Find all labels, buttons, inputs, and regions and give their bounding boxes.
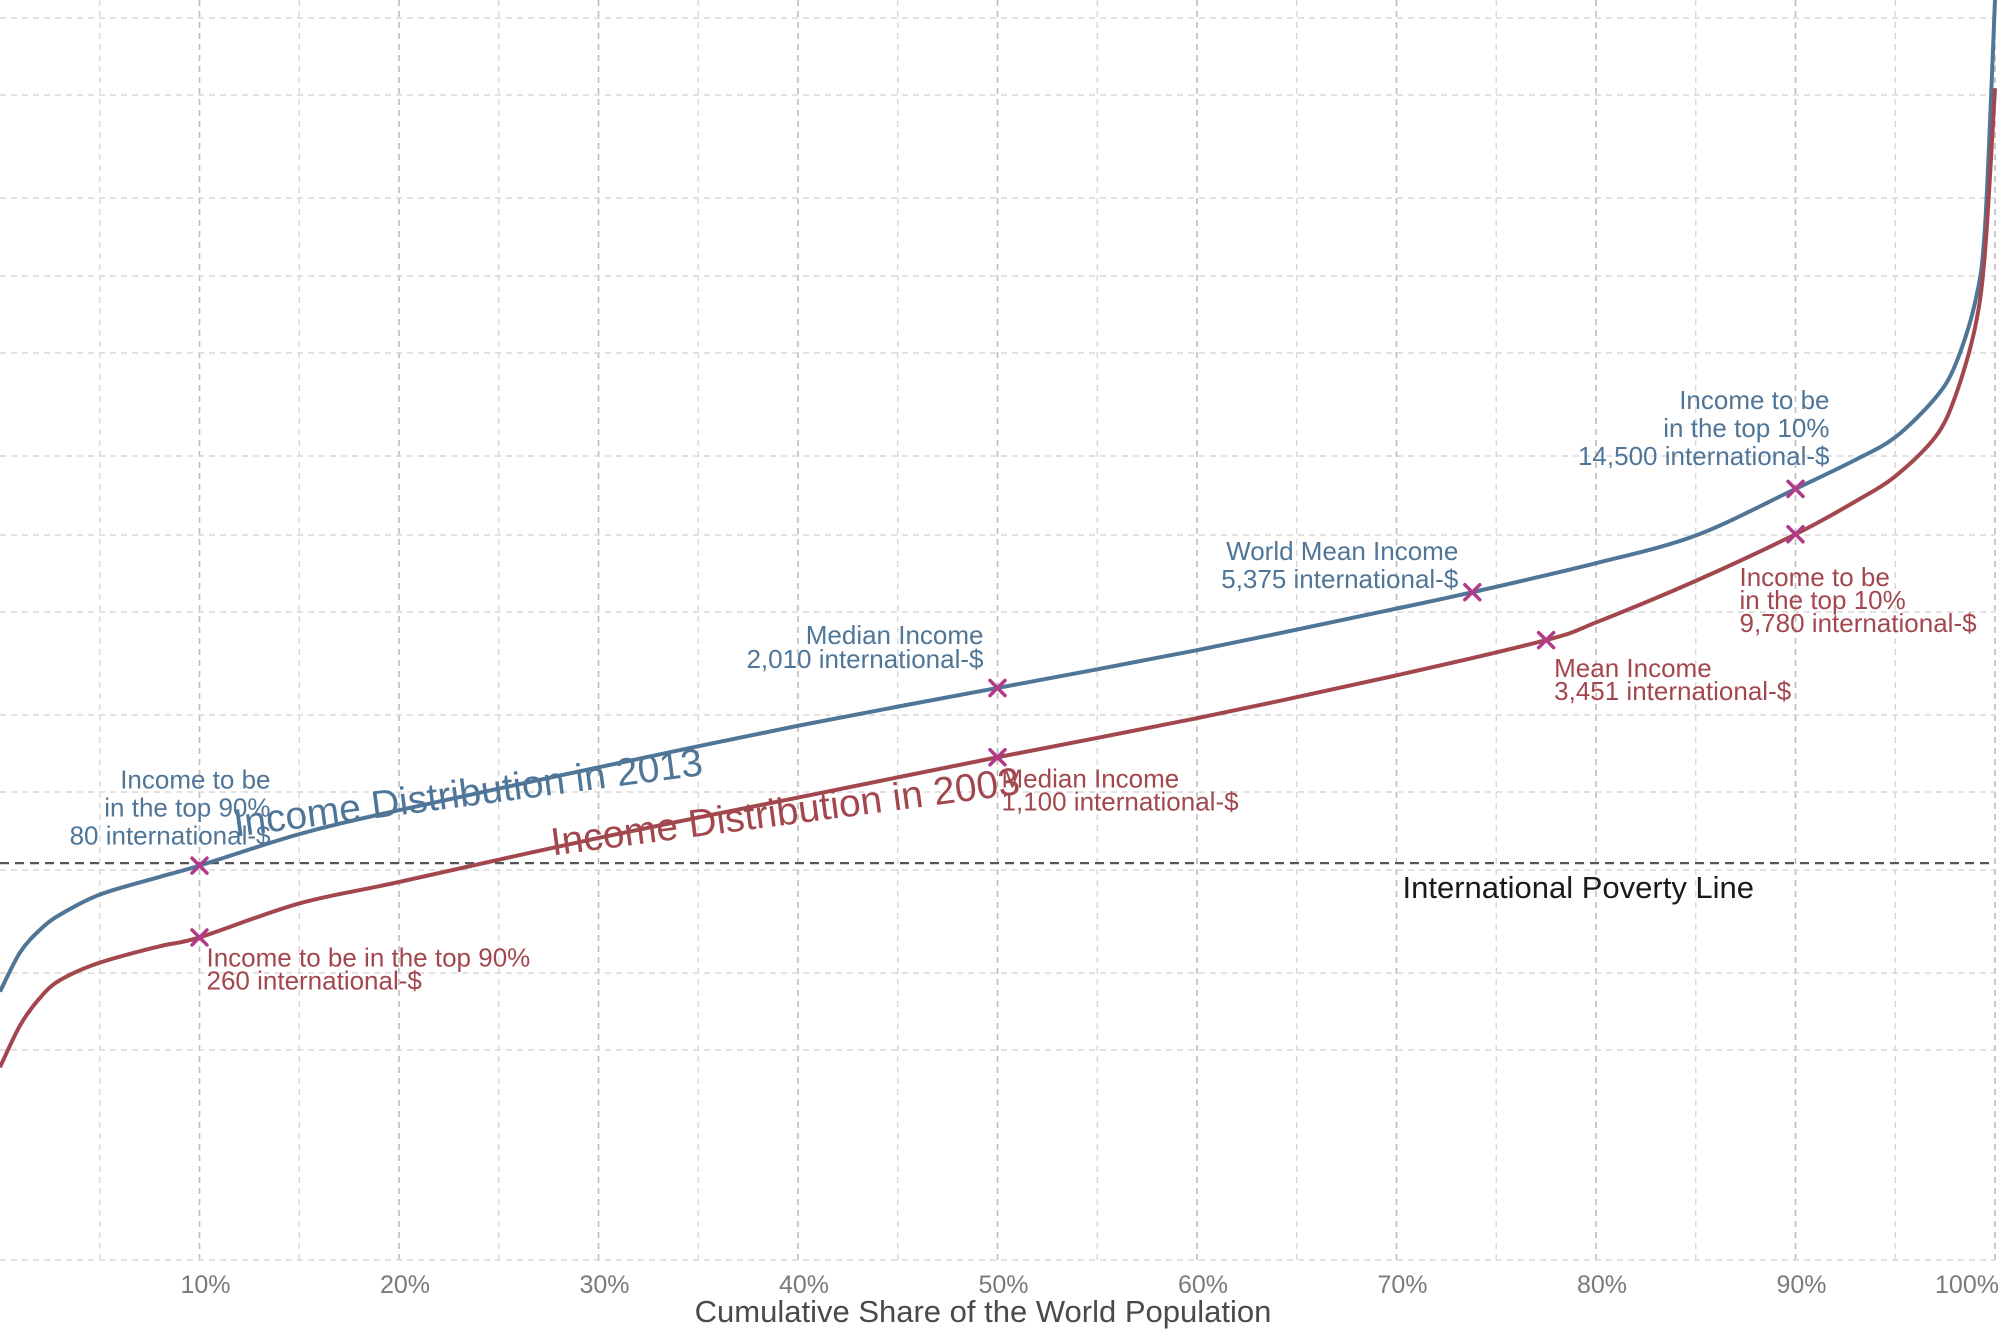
annotation-line: 1,100 international-$ (1002, 786, 1240, 816)
marker-stroke (190, 856, 209, 875)
annotation-line: Income to be in the top 90% (207, 942, 531, 972)
x-tick-label: 20% (380, 1271, 430, 1299)
annotation-line: Income to be (1679, 385, 1829, 415)
x-tick-label: 50% (978, 1271, 1028, 1299)
marker-stroke (1536, 630, 1556, 650)
x-tick-label: 10% (180, 1271, 230, 1299)
annotation-line: 3,451 international-$ (1554, 676, 1792, 706)
annotations: Income to be in the top 90% 80 internation… (70, 385, 1978, 996)
x-tick-label: 60% (1178, 1271, 1228, 1299)
x-tick-label: 40% (779, 1271, 829, 1299)
data-point-marker-2013 (988, 678, 1007, 698)
x-tick-label: 90% (1776, 1271, 1826, 1299)
x-tick-label: 30% (579, 1271, 629, 1299)
data-point-marker-2013 (1786, 479, 1805, 499)
annotation-2003: Mean Income 3,451 international-$ (1554, 653, 1792, 706)
poverty-line-label: International Poverty Line (1402, 870, 1754, 905)
curve-2013 (0, 0, 1997, 993)
annotation-2003: Income to be in the top 90% 260 internati… (207, 942, 531, 995)
annotation-line: Income to be (120, 765, 270, 795)
data-point-marker-2003 (1786, 524, 1805, 544)
marker-stroke (988, 678, 1007, 698)
annotation-line: 260 international-$ (207, 965, 423, 995)
data-point-marker-2013 (190, 856, 209, 875)
marker-stroke (1786, 524, 1805, 544)
annotation-2013: Income to be in the top 10% 14,500 interna… (1578, 385, 1830, 471)
marker-stroke (1463, 582, 1482, 602)
data-point-marker-2013 (1463, 582, 1482, 602)
annotation-line: Median Income (806, 620, 984, 650)
annotation-line: 2,010 international-$ (746, 644, 984, 674)
annotation-line: 5,375 international-$ (1221, 564, 1459, 594)
annotation-2013: Median Income 2,010 international-$ (746, 620, 984, 674)
annotation-line: 80 international-$ (70, 821, 271, 851)
grid (0, 0, 1996, 1261)
annotation-line: Median Income (1002, 763, 1180, 793)
x-axis-ticks: 10% 20% 30% 40% 50% 60% 70% 80% 90% 100% (180, 1271, 1999, 1299)
x-tick-label: 70% (1377, 1271, 1427, 1299)
x-tick-label: 100% (1935, 1271, 1999, 1299)
annotation-line: 14,500 international-$ (1578, 441, 1830, 471)
marker-stroke (190, 928, 209, 947)
markers (190, 479, 1805, 947)
data-point-marker-2003 (190, 928, 209, 947)
annotation-line: in the top 90% (104, 793, 270, 823)
data-point-marker-2003 (988, 748, 1007, 767)
annotation-2013: World Mean Income 5,375 international-$ (1221, 536, 1459, 594)
annotation-line: Mean Income (1554, 653, 1712, 683)
annotation-line: 9,780 international-$ (1740, 608, 1978, 638)
annotation-2013: Income to be in the top 90% 80 internation… (70, 765, 271, 851)
x-tick-label: 80% (1577, 1271, 1627, 1299)
x-axis-title: Cumulative Share of the World Population (695, 1294, 1272, 1329)
marker-stroke (1786, 479, 1805, 499)
annotation-line: in the top 10% (1663, 413, 1829, 443)
annotation-line: Income to be (1740, 562, 1890, 592)
annotation-2003: Median Income 1,100 international-$ (1002, 763, 1240, 816)
annotation-line: World Mean Income (1226, 536, 1458, 566)
annotation-line: in the top 10% (1740, 585, 1906, 615)
annotation-2003: Income to be in the top 10% 9,780 internat… (1740, 562, 1978, 638)
marker-stroke (988, 748, 1007, 767)
data-point-marker-2003 (1536, 630, 1556, 650)
curve-2003 (0, 88, 1997, 1069)
